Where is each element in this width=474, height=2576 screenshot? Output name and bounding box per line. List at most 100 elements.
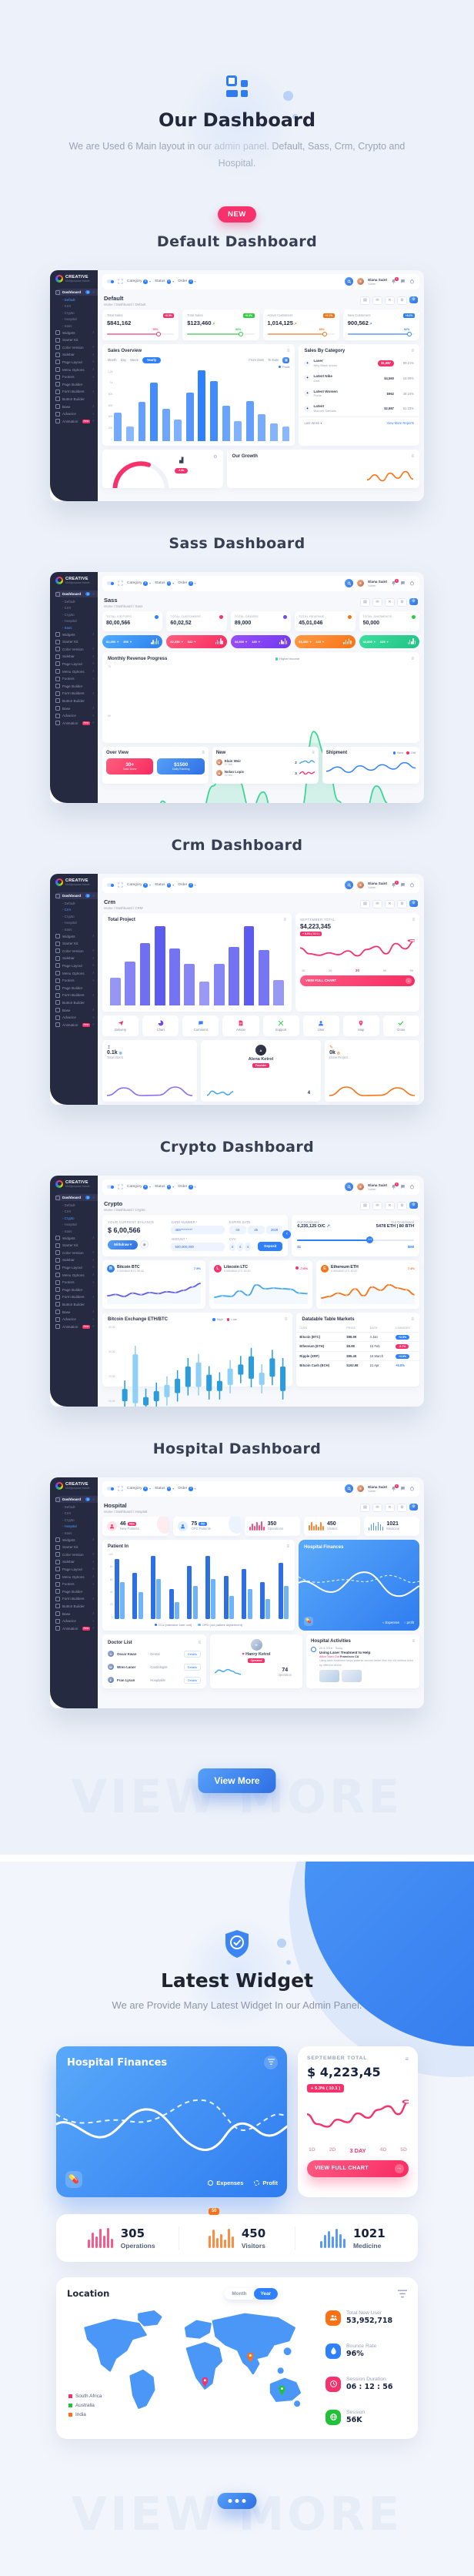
sidebar-item-dashboard[interactable]: Dashboard 5 › [55, 892, 98, 900]
sidebar-toggle[interactable] [107, 1487, 114, 1491]
user-avatar[interactable]: E [357, 580, 365, 587]
expire-input[interactable]: 03 [229, 1225, 246, 1234]
sidebar-toggle[interactable] [107, 883, 114, 888]
dropdown-status[interactable]: Status 3 ▾ [154, 883, 175, 888]
user-avatar[interactable]: E [357, 278, 365, 286]
user-avatar[interactable]: E [357, 882, 365, 889]
sidebar-item-button-builder[interactable]: Button Builder [55, 999, 98, 1007]
dropdown-status[interactable]: Status 3 ▾ [154, 1487, 175, 1491]
sidebar-subitem-crypto[interactable]: - Crypto [62, 612, 75, 617]
tab-day[interactable]: Day [120, 358, 127, 363]
sidebar-item-page-layout[interactable]: Page Layout › [55, 359, 98, 366]
options-icon[interactable]: ≡ [411, 348, 414, 353]
options-icon[interactable]: ≡ [286, 1544, 290, 1549]
search-button[interactable] [345, 1484, 354, 1494]
view-full-chart-button[interactable]: VIEW FULL CHART → [307, 2159, 409, 2177]
sidebar-item-page-layout[interactable]: Page Layout › [55, 1264, 98, 1272]
shortcut-done[interactable]: Done [382, 1015, 419, 1037]
sidebar-item-form-builders[interactable]: Form Builders › [55, 1293, 98, 1301]
options-icon[interactable]: ≡ [202, 750, 205, 755]
print-button[interactable]: ▤ [360, 1201, 370, 1210]
shortcut-map[interactable]: Map [342, 1015, 379, 1037]
card-number-input[interactable]: 465********* [171, 1225, 225, 1234]
sidebar-item-menu-options[interactable]: Menu Options › [55, 1271, 98, 1279]
search-button[interactable] [345, 277, 354, 286]
dropdown-category[interactable]: Category 5 ▾ [127, 279, 151, 284]
sidebar-subitem-hospital[interactable]: - Hospital [62, 921, 77, 925]
fullscreen-icon[interactable] [118, 882, 123, 888]
sidebar-toggle[interactable] [107, 581, 114, 586]
dropdown-category[interactable]: Category 5 ▾ [127, 581, 151, 586]
close-button[interactable]: ✕ [385, 1503, 395, 1512]
fullscreen-icon[interactable] [118, 1184, 123, 1189]
power-icon[interactable] [409, 279, 415, 284]
sidebar-item-menu-options[interactable]: Menu Options › [55, 366, 98, 373]
view-more-reports-link[interactable]: View More Reports [386, 420, 414, 425]
eye-icon[interactable]: ◉ [140, 1240, 149, 1250]
options-icon[interactable]: ≡ [283, 917, 286, 922]
notifications-icon[interactable]: 3 [391, 579, 399, 586]
calendar-button[interactable]: ▦ [282, 356, 290, 363]
tab-yearly[interactable]: Yearly [142, 356, 162, 363]
last-week-dropdown[interactable]: Last Week ▾ [304, 420, 322, 425]
settings-button[interactable]: ⚙ [397, 1201, 407, 1210]
sidebar-item-sidebar[interactable]: Sidebar › [55, 653, 98, 661]
category-row[interactable]: ✦ Latest Nike Dart $4,560 18.09% [299, 370, 419, 386]
details-button[interactable]: Details [183, 1650, 202, 1658]
details-button[interactable]: Details [183, 1676, 202, 1684]
sidebar-item-footers[interactable]: Footers › [55, 977, 98, 985]
dropdown-status[interactable]: Status 3 ▾ [154, 1185, 175, 1189]
options-icon[interactable]: ≡ [312, 750, 315, 755]
sidebar-subitem-hospital[interactable]: - Hospital [62, 317, 77, 322]
filter-icon[interactable]: ≡ [405, 2055, 409, 2062]
sidebar-subitem-default[interactable]: - Default [62, 1505, 75, 1510]
sidebar-item-widgets[interactable]: Widgets › [55, 932, 98, 940]
shortcut-chart[interactable]: Chart [142, 1015, 179, 1037]
sidebar-item-advance[interactable]: Advance › [55, 410, 98, 418]
sidebar-item-form-builders[interactable]: Form Builders › [55, 992, 98, 999]
shortcut-user[interactable]: User [302, 1015, 339, 1037]
dropdown-order[interactable]: Order 2 ▾ [178, 883, 196, 888]
cvv-input[interactable]: 4 [236, 1242, 243, 1251]
category-row[interactable]: ✦ Latest Women Sandals $2,987 51.33% [299, 401, 419, 417]
sidebar-item-animation[interactable]: Animation New › [55, 417, 98, 425]
sidebar-item-page-layout[interactable]: Page Layout › [55, 661, 98, 668]
settings-button[interactable]: ⚙ [397, 1503, 407, 1512]
chat-button[interactable]: ✉ [372, 899, 382, 908]
user-avatar[interactable]: E [357, 1485, 365, 1493]
sidebar-item-menu-options[interactable]: Menu Options › [55, 1573, 98, 1581]
sidebar-subitem-crypto[interactable]: - Crypto [62, 1216, 75, 1220]
sidebar-item-button-builder[interactable]: Button Builder [55, 396, 98, 403]
sidebar-item-widgets[interactable]: Widgets › [55, 631, 98, 638]
sidebar-item-advance[interactable]: Advance › [55, 1014, 98, 1022]
dropdown-order[interactable]: Order 2 ▾ [178, 1487, 196, 1491]
category-row[interactable]: ✦ Latest Women Purse $962 38.24% [299, 386, 419, 401]
market-row[interactable]: Bitcoin (BTC) $98.99 4 Jan +2.5% [296, 1331, 419, 1342]
market-row[interactable]: Ethereum (ETH) $9.98 15 Feb -3.7% [296, 1341, 419, 1351]
tab-month[interactable]: Month [108, 358, 117, 363]
sidebar-subitem-hospital[interactable]: - Hospital [62, 619, 77, 624]
sidebar-item-page-layout[interactable]: Page Layout › [55, 1566, 98, 1574]
sidebar-subitem-sass[interactable]: - Sass [62, 1229, 72, 1233]
options-icon[interactable]: ≡ [411, 1316, 414, 1322]
sidebar-item-animation[interactable]: Animation New › [55, 719, 98, 727]
sidebar-subitem-default[interactable]: - Default [62, 298, 75, 303]
expire-input[interactable]: 2028 [265, 1225, 283, 1234]
cvv-input[interactable]: 4 [229, 1242, 235, 1251]
day-tab[interactable]: 3 DAY [349, 2146, 366, 2154]
gear-button[interactable]: ⚙ [409, 899, 418, 907]
sidebar-subitem-default[interactable]: - Default [62, 902, 75, 906]
filter-icon[interactable] [264, 2055, 278, 2069]
shortcut-delivery[interactable]: Delivery [102, 1015, 139, 1037]
sidebar-item-color-version[interactable]: Color Version › [55, 1249, 98, 1256]
sidebar-item-advance[interactable]: Advance › [55, 712, 98, 720]
sidebar-item-starter-kit[interactable]: Starter Kit [55, 1242, 98, 1250]
filter-icon[interactable] [398, 2289, 407, 2298]
activity-link[interactable]: Afton Town Out [319, 1654, 339, 1658]
sidebar-item-page-builder[interactable]: Page Builder [55, 682, 98, 690]
sidebar-toggle[interactable] [107, 1185, 114, 1189]
sidebar-item-form-builders[interactable]: Form Builders › [55, 1595, 98, 1603]
day-tab[interactable]: 2D [329, 2146, 336, 2153]
sidebar-subitem-crypto[interactable]: - Crypto [62, 914, 75, 918]
doctor-row[interactable]: W Wren Lanor Cardiologist Details [102, 1661, 206, 1674]
